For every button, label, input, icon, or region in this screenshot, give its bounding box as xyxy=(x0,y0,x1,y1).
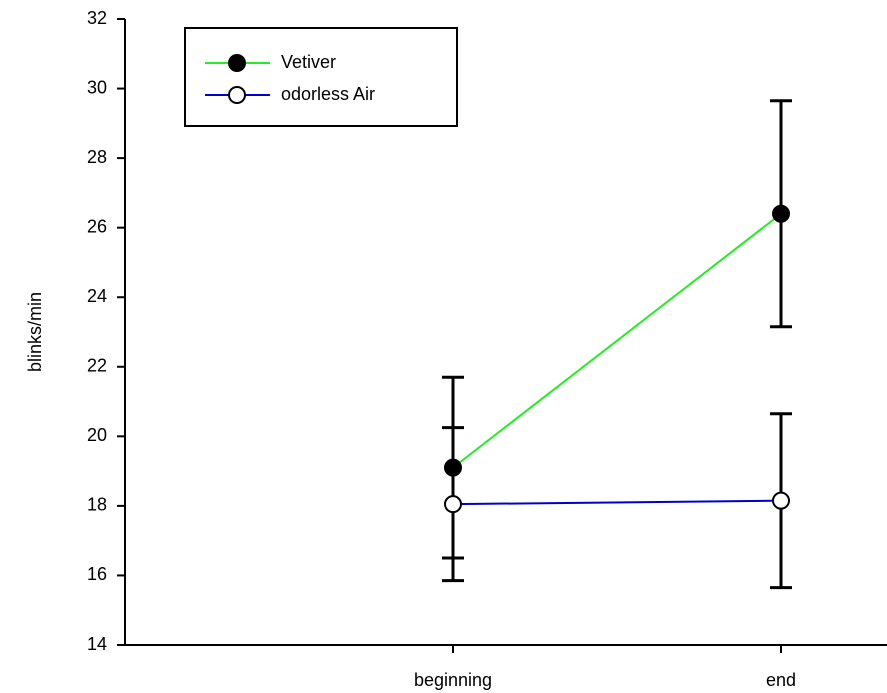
marker xyxy=(444,495,462,514)
legend-marker xyxy=(228,54,246,72)
marker xyxy=(772,204,790,223)
y-tick-label: 28 xyxy=(87,147,107,167)
y-tick-label: 18 xyxy=(87,495,107,515)
x-tick-label: end xyxy=(766,670,796,690)
y-tick-label: 24 xyxy=(87,286,107,306)
marker xyxy=(772,491,790,510)
y-tick-label: 32 xyxy=(87,8,107,28)
legend-label: odorless Air xyxy=(281,84,375,104)
legend-label: Vetiver xyxy=(281,52,336,72)
x-tick-label: beginning xyxy=(414,670,492,690)
series-line xyxy=(452,499,782,506)
y-tick-label: 20 xyxy=(87,425,107,445)
y-tick-label: 16 xyxy=(87,564,107,584)
series-line xyxy=(452,212,782,469)
legend-box xyxy=(184,27,458,127)
legend-marker xyxy=(228,86,246,104)
y-tick-label: 22 xyxy=(87,356,107,376)
y-tick-label: 14 xyxy=(87,634,107,654)
marker xyxy=(444,458,462,477)
y-tick-label: 30 xyxy=(87,77,107,97)
y-axis-label: blinks/min xyxy=(25,292,45,372)
y-tick-label: 26 xyxy=(87,216,107,236)
